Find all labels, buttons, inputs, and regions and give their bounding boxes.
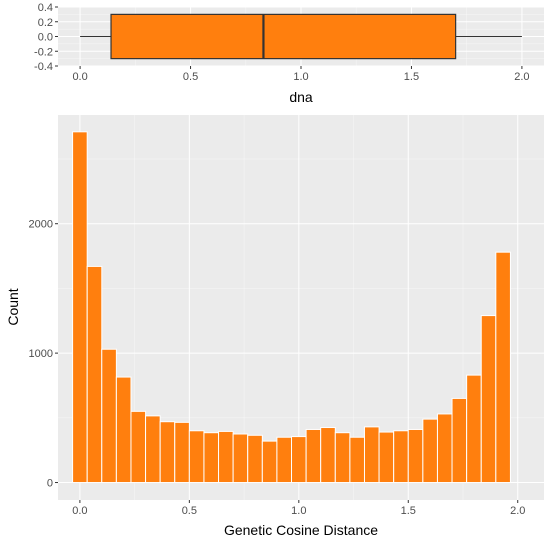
boxplot-x-tick-label: 1.5 (404, 71, 419, 83)
histogram-bar (203, 432, 220, 484)
boxplot-marks (80, 13, 522, 60)
histogram-x-tick-label: 1.0 (291, 505, 306, 517)
histogram-x-tick-label: 2.0 (510, 505, 525, 517)
boxplot-y-tick-label: 0.4 (38, 2, 53, 14)
histogram-y-ticks: 0 1000 2000 (29, 219, 58, 490)
histogram-bar (115, 376, 132, 484)
histogram-bar (291, 436, 307, 484)
histogram-bar (495, 251, 511, 484)
histogram-bar (466, 374, 482, 484)
histogram-bar (145, 415, 161, 484)
histogram-bar (174, 421, 190, 484)
histogram-bar (451, 397, 468, 484)
histogram-bar (188, 430, 205, 484)
histogram-x-tick-label: 1.5 (401, 505, 416, 517)
histogram-bar (305, 428, 322, 484)
boxplot-y-tick-label: 0.2 (38, 17, 53, 29)
histogram-bar (130, 410, 147, 484)
boxplot-x-tick-label: 0.5 (183, 71, 198, 83)
histogram-bar (363, 426, 380, 484)
histogram-y-tick-label: 0 (47, 478, 53, 490)
boxplot-x-axis-title: dna (289, 89, 313, 105)
histogram-y-tick-label: 2000 (29, 219, 53, 231)
boxplot-panel: -0.4 -0.2 0.0 0.2 0.4 0.0 0.5 1.0 1.5 2.0 dna (34, 2, 544, 105)
histogram-bar (261, 440, 278, 484)
histogram-y-tick-label: 1000 (29, 348, 53, 360)
histogram-bar (72, 131, 88, 484)
histogram-bar (436, 413, 453, 484)
histogram-panel: 0 1000 2000 0.0 0.5 1.0 1.5 2.0 Genetic Cosine… (5, 115, 544, 538)
boxplot-box (110, 13, 457, 60)
boxplot-x-tick-label: 1.0 (293, 71, 308, 83)
histogram-bar (349, 436, 365, 484)
histogram-bar (480, 315, 497, 484)
histogram-bar (334, 432, 351, 484)
boxplot-y-tick-label: -0.4 (34, 61, 53, 73)
boxplot-x-ticks: 0.0 0.5 1.0 1.5 2.0 (72, 66, 530, 83)
boxplot-x-tick-label: 2.0 (514, 71, 529, 83)
histogram-bar (407, 428, 424, 484)
histogram-bar (393, 430, 409, 484)
histogram-bars (72, 131, 511, 484)
boxplot-y-tick-label: -0.2 (34, 46, 53, 58)
histogram-bar (159, 421, 176, 484)
histogram-y-axis-title: Count (5, 288, 21, 325)
histogram-bar (422, 418, 438, 484)
boxplot-y-ticks: -0.4 -0.2 0.0 0.2 0.4 (34, 2, 58, 73)
histogram-x-tick-label: 0.5 (182, 505, 197, 517)
histogram-x-axis-title: Genetic Cosine Distance (224, 522, 378, 538)
boxplot-x-tick-label: 0.0 (72, 71, 87, 83)
boxplot-y-tick-label: 0.0 (38, 32, 53, 44)
histogram-x-ticks: 0.0 0.5 1.0 1.5 2.0 (72, 500, 525, 517)
histogram-bar (247, 434, 263, 484)
histogram-bar (320, 427, 336, 484)
histogram-bar (276, 436, 293, 484)
histogram-bar (378, 431, 395, 484)
histogram-bar (86, 265, 103, 484)
histogram-bar (232, 433, 249, 484)
histogram-bar (218, 430, 234, 484)
histogram-x-tick-label: 0.0 (72, 505, 87, 517)
histogram-bar (101, 348, 117, 484)
